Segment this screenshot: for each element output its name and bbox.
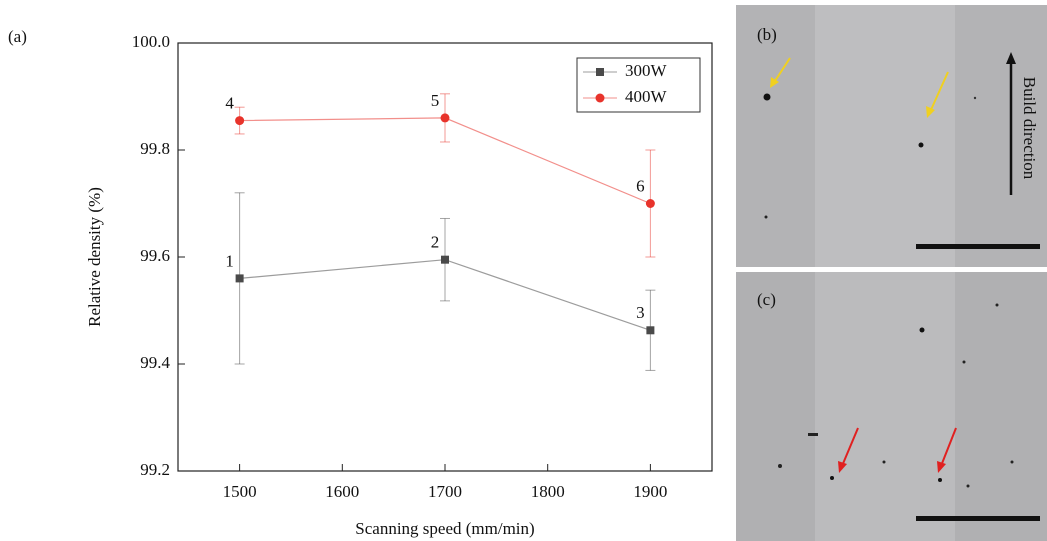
point-label: 2 bbox=[431, 233, 440, 252]
arrow-head bbox=[770, 77, 779, 88]
legend-label: 400W bbox=[625, 87, 668, 106]
legend-marker bbox=[595, 93, 605, 103]
arrow bbox=[772, 57, 791, 85]
x-tick-label: 1700 bbox=[428, 482, 462, 501]
image-band bbox=[815, 5, 955, 267]
point-label: 5 bbox=[431, 91, 440, 110]
marker bbox=[440, 113, 450, 123]
x-tick-label: 1800 bbox=[531, 482, 565, 501]
pore bbox=[830, 476, 834, 480]
panel-label: (c) bbox=[757, 290, 776, 309]
marker bbox=[645, 199, 655, 208]
legend-marker bbox=[596, 68, 604, 76]
arrow bbox=[929, 71, 949, 113]
arrow bbox=[841, 427, 859, 467]
pore bbox=[882, 460, 886, 464]
arrow bbox=[940, 427, 957, 467]
arrow-head bbox=[1006, 52, 1016, 64]
arrow-head bbox=[838, 461, 847, 473]
pore bbox=[962, 360, 966, 364]
point-label: 3 bbox=[636, 303, 645, 322]
pore bbox=[1010, 460, 1014, 464]
point-label: 4 bbox=[225, 93, 234, 112]
annotation: Build direction bbox=[1020, 77, 1039, 180]
pore bbox=[966, 484, 970, 488]
point-label: 6 bbox=[636, 176, 645, 195]
arrow-head bbox=[926, 106, 935, 118]
micrograph-c: (c) bbox=[736, 272, 1047, 541]
marker bbox=[646, 326, 655, 335]
pore bbox=[763, 93, 771, 101]
image-band bbox=[815, 272, 955, 541]
scale-bar bbox=[916, 516, 1040, 521]
arrow-head bbox=[937, 461, 946, 473]
y-tick-label: 99.2 bbox=[140, 460, 170, 479]
micrograph-b: (b) Build direction bbox=[736, 5, 1047, 267]
x-tick-label: 1500 bbox=[223, 482, 257, 501]
panel-label: (a) bbox=[8, 27, 27, 46]
legend-label: 300W bbox=[625, 61, 668, 80]
pore bbox=[938, 478, 942, 482]
pore bbox=[995, 303, 999, 307]
marker bbox=[441, 255, 449, 264]
y-tick-label: 100.0 bbox=[132, 32, 170, 51]
panel-label: (b) bbox=[757, 25, 777, 44]
pore bbox=[778, 464, 782, 468]
legend-box bbox=[576, 57, 701, 113]
x-axis-label: Scanning speed (mm/min) bbox=[355, 519, 534, 538]
x-tick-label: 1900 bbox=[633, 482, 667, 501]
pore bbox=[808, 433, 818, 436]
y-tick-label: 99.4 bbox=[140, 353, 170, 372]
point-label: 1 bbox=[225, 251, 234, 270]
scale-bar bbox=[916, 244, 1040, 249]
pore bbox=[919, 327, 925, 333]
y-tick-label: 99.8 bbox=[140, 139, 170, 158]
y-axis-label: Relative density (%) bbox=[85, 187, 104, 327]
pore bbox=[973, 96, 977, 100]
pore bbox=[764, 215, 768, 219]
marker bbox=[235, 274, 244, 283]
y-tick-label: 99.6 bbox=[140, 246, 170, 265]
marker bbox=[235, 116, 245, 126]
pore bbox=[918, 142, 924, 148]
x-tick-label: 1600 bbox=[325, 482, 359, 501]
